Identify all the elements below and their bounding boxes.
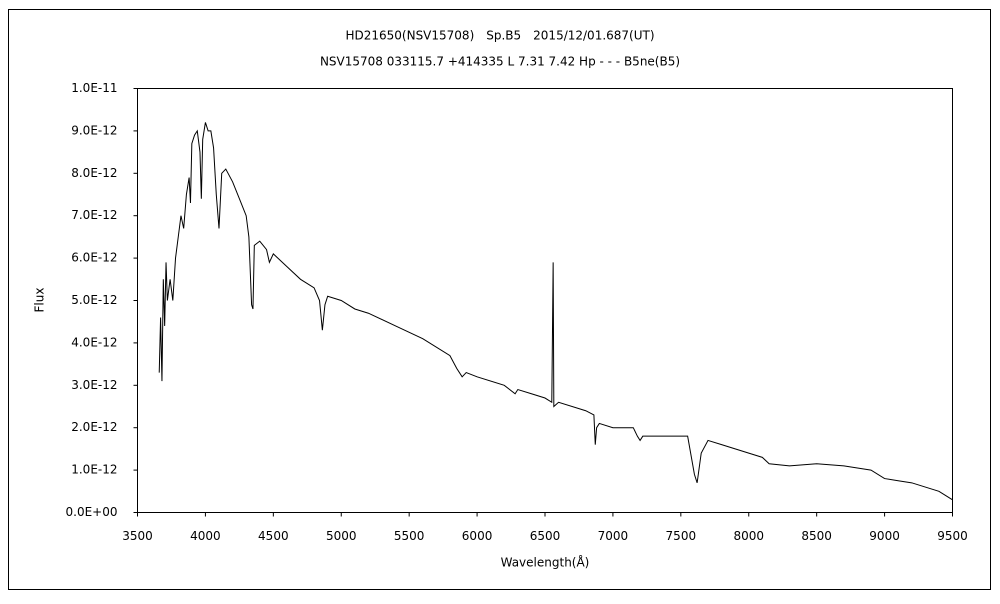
x-tick-label: 6500 [530,529,561,543]
x-tick-label: 7500 [666,529,697,543]
x-tick-label: 6000 [462,529,493,543]
x-tick-label: 4000 [190,529,221,543]
y-axis-label: Flux [33,288,47,313]
x-tick-label: 3500 [122,529,153,543]
y-tick-label: 6.0E-12 [71,251,117,265]
y-tick-label: 9.0E-12 [71,123,117,137]
x-tick-label: 9500 [937,529,968,543]
x-tick-label: 5000 [326,529,357,543]
y-tick-label: 1.0E-12 [71,463,117,477]
plot-area [137,88,953,513]
y-tick-label: 0.0E+00 [66,505,118,519]
y-tick-label: 7.0E-12 [71,208,117,222]
chart-border [8,9,991,590]
x-tick-label: 7000 [598,529,629,543]
chart-subtitle: NSV15708 033115.7 +414335 L 7.31 7.42 Hp… [320,55,680,69]
y-tick-label: 2.0E-12 [71,420,117,434]
x-axis-label: Wavelength(Å) [501,555,590,570]
x-tick-label: 9000 [869,529,900,543]
x-tick-label: 8500 [801,529,832,543]
chart-title: HD21650(NSV15708) Sp.B5 2015/12/01.687(U… [345,29,654,43]
y-tick-label: 8.0E-12 [71,166,117,180]
y-tick-label: 5.0E-12 [71,293,117,307]
spectrum-line [158,122,953,501]
y-tick-label: 1.0E-11 [71,81,117,95]
x-tick-label: 4500 [258,529,289,543]
y-tick-label: 3.0E-12 [71,378,117,392]
x-tick-label: 5500 [394,529,425,543]
y-tick-label: 4.0E-12 [71,335,117,349]
x-tick-label: 8000 [733,529,764,543]
